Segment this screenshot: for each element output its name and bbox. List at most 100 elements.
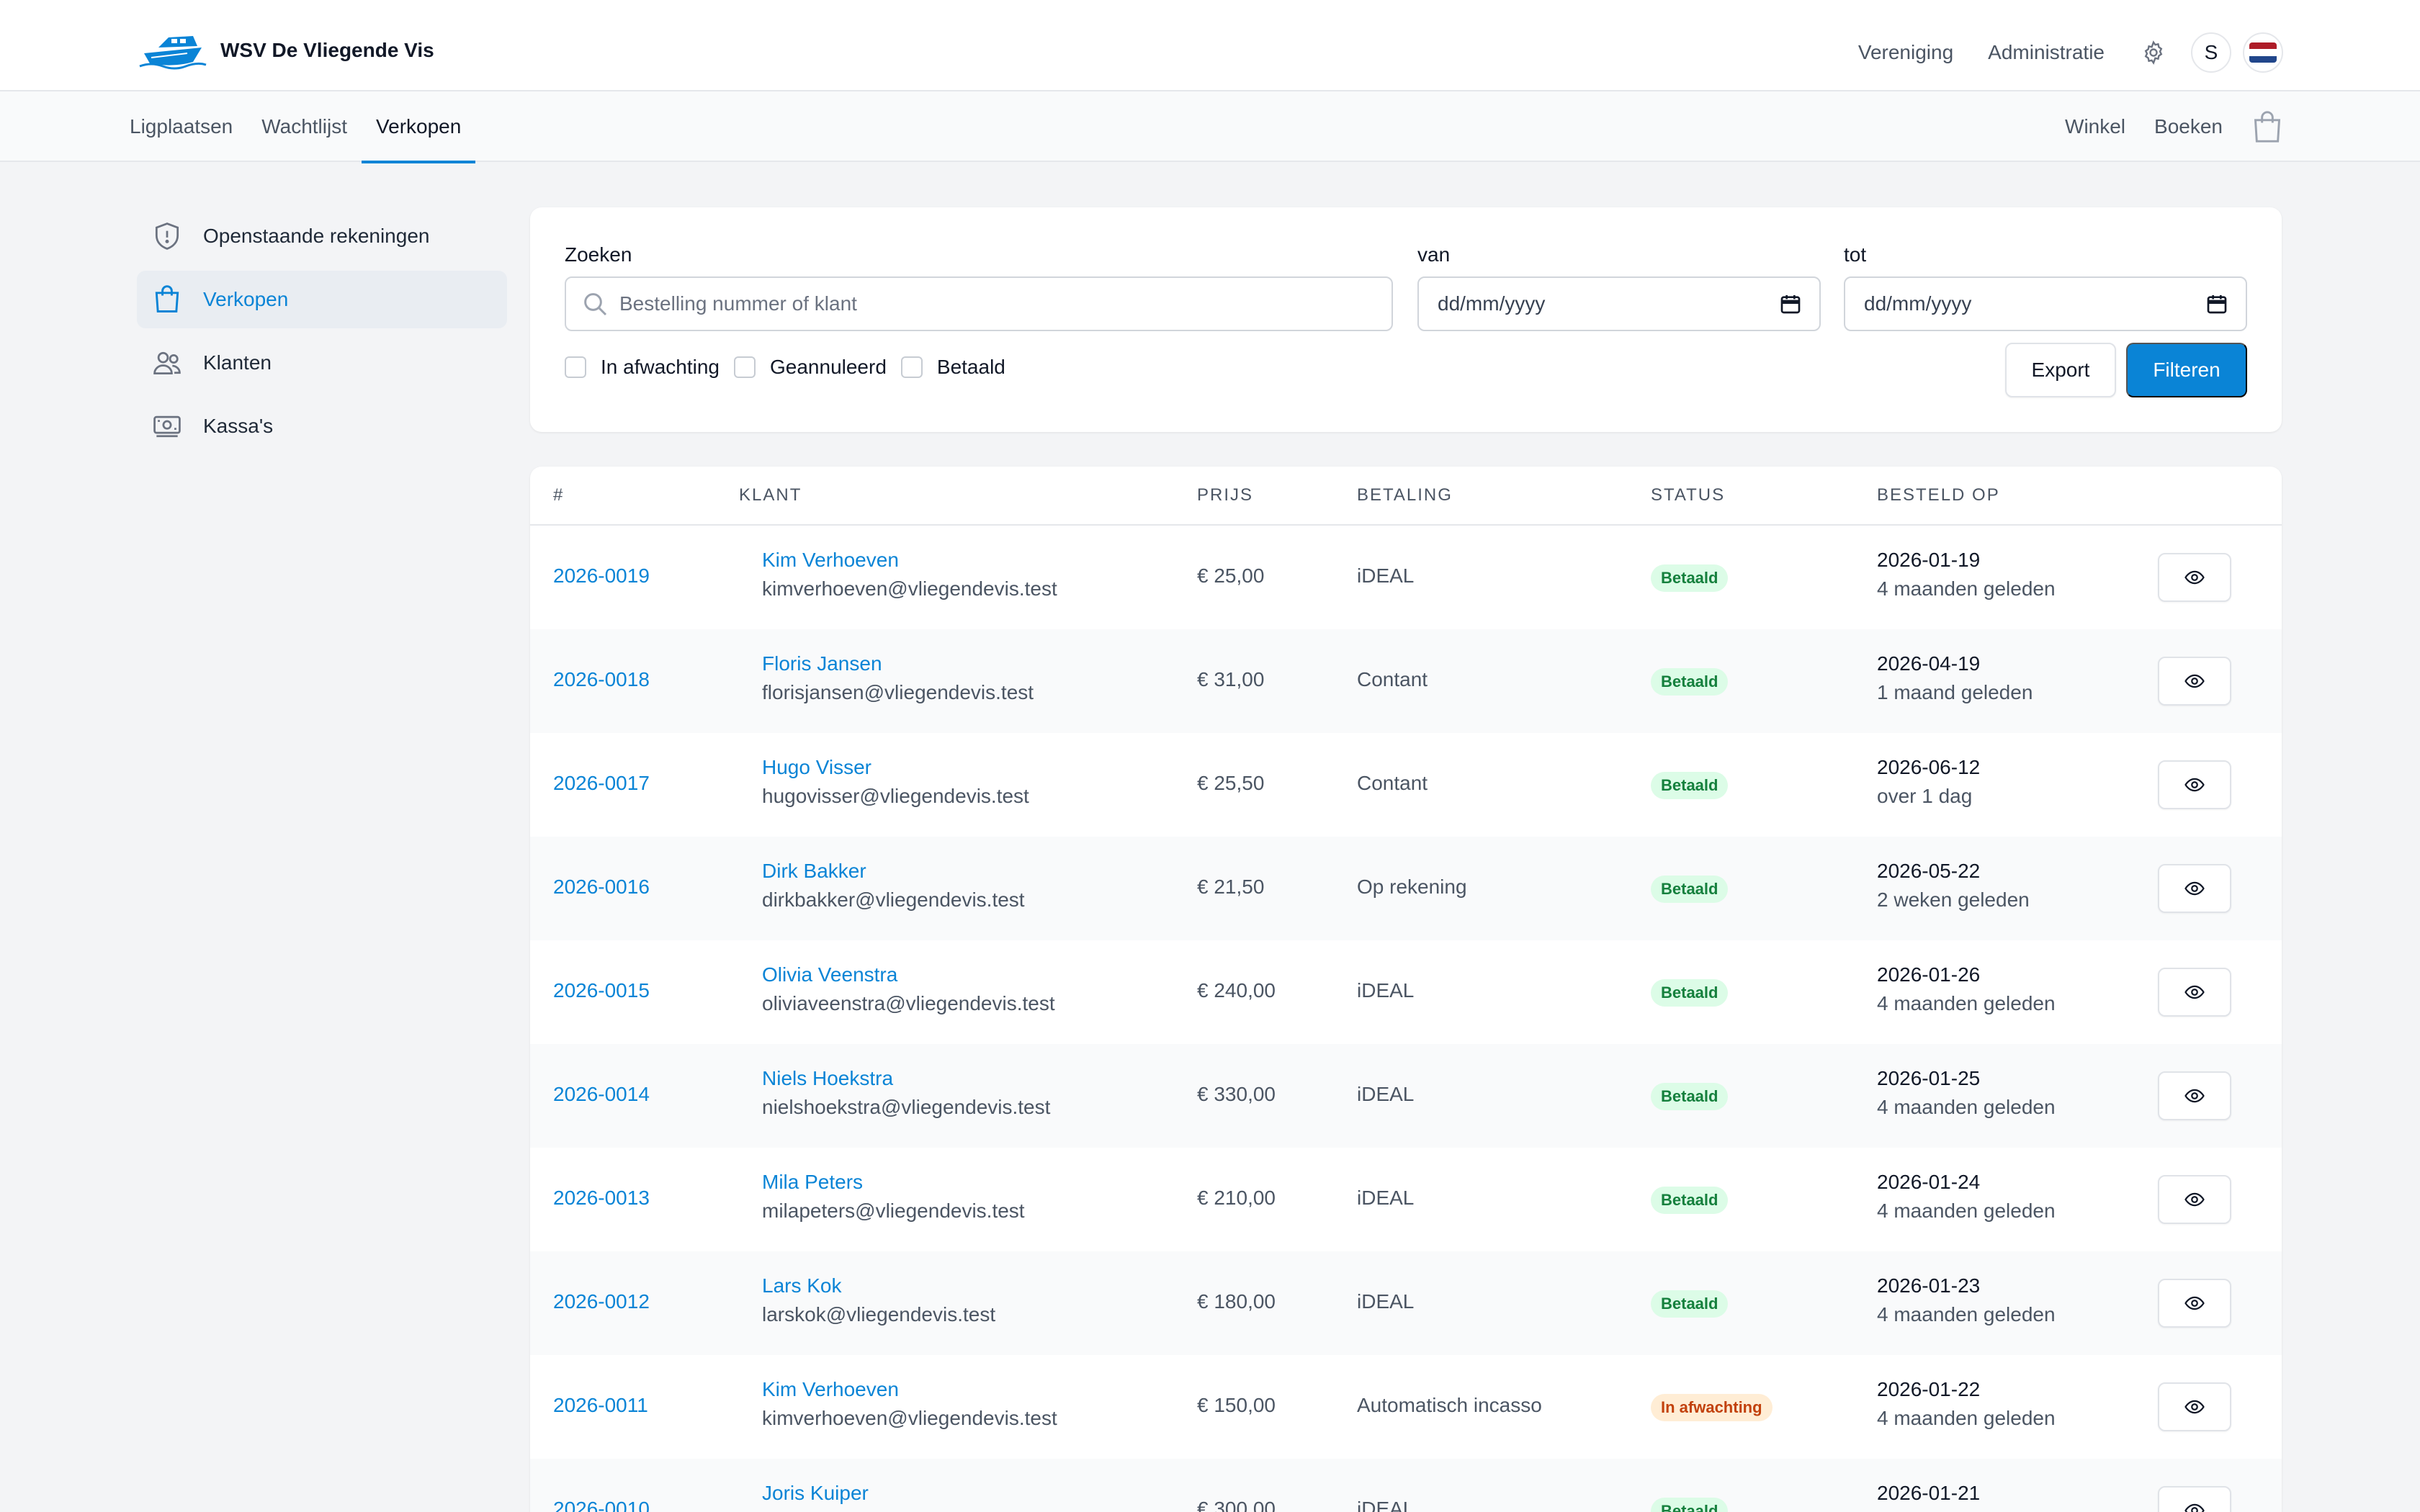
- view-button[interactable]: [2158, 864, 2231, 913]
- sidebar-item-kassas[interactable]: Kassa's: [137, 397, 507, 455]
- view-button[interactable]: [2158, 1279, 2231, 1328]
- language-flag-icon[interactable]: [2243, 32, 2283, 73]
- search-input[interactable]: Bestelling nummer of klant: [565, 276, 1393, 331]
- customer-email: florisjansen@vliegendevis.test: [762, 681, 1034, 703]
- order-id-link[interactable]: 2026-0014: [553, 1083, 650, 1105]
- payment-method: iDEAL: [1357, 1187, 1415, 1209]
- sidebar-item-openstaande-rekeningen[interactable]: Openstaande rekeningen: [137, 207, 507, 265]
- from-date-placeholder: dd/mm/yyyy: [1438, 292, 1546, 315]
- order-date: 2026-05-22: [1877, 860, 1981, 882]
- avatar[interactable]: S: [2191, 32, 2231, 73]
- order-id-link[interactable]: 2026-0019: [553, 564, 650, 587]
- tab-ligplaatsen[interactable]: Ligplaatsen: [130, 115, 233, 138]
- filter-button[interactable]: Filteren: [2126, 343, 2247, 397]
- col-id: #: [553, 485, 565, 505]
- search-icon: [584, 293, 607, 316]
- nav-administratie[interactable]: Administratie: [1988, 41, 2105, 63]
- customer-email: oliviaveenstra@vliegendevis.test: [762, 992, 1055, 1014]
- status-cell: Betaald: [1651, 876, 1729, 903]
- order-id-link[interactable]: 2026-0015: [553, 979, 650, 1002]
- order-id-link[interactable]: 2026-0017: [553, 772, 650, 794]
- status-cell: Betaald: [1651, 1083, 1729, 1110]
- price: € 240,00: [1197, 979, 1276, 1002]
- order-id-link[interactable]: 2026-0013: [553, 1187, 650, 1209]
- calendar-icon[interactable]: [1779, 292, 1802, 315]
- order-date-relative: 4 maanden geleden: [1877, 992, 2056, 1014]
- view-button[interactable]: [2158, 1071, 2231, 1120]
- checkbox-in-afwachting[interactable]: In afwachting: [565, 356, 720, 379]
- customer-email: nielshoekstra@vliegendevis.test: [762, 1096, 1051, 1118]
- order-date: 2026-04-19: [1877, 652, 1981, 675]
- order-id-link[interactable]: 2026-0011: [553, 1394, 648, 1416]
- col-besteld-op: BESTELD OP: [1877, 485, 2000, 505]
- shield-alert-icon: [150, 219, 184, 253]
- status-badge: Betaald: [1651, 1187, 1729, 1214]
- top-bar: WSV De Vliegende Vis Vereniging Administ…: [0, 0, 2420, 91]
- customer-email: milapeters@vliegendevis.test: [762, 1200, 1025, 1222]
- order-id-link[interactable]: 2026-0012: [553, 1290, 650, 1313]
- payment-method: iDEAL: [1357, 1083, 1415, 1105]
- customer-name-link[interactable]: Lars Kok: [762, 1274, 842, 1297]
- link-winkel[interactable]: Winkel: [2065, 115, 2126, 138]
- customer-name-link[interactable]: Olivia Veenstra: [762, 963, 898, 986]
- brand[interactable]: WSV De Vliegende Vis: [137, 29, 434, 72]
- checkbox-box[interactable]: [900, 356, 923, 378]
- customer-email: dirkbakker@vliegendevis.test: [762, 888, 1025, 911]
- sidebar-item-klanten[interactable]: Klanten: [137, 334, 507, 392]
- customer-name-link[interactable]: Joris Kuiper: [762, 1482, 869, 1504]
- status-badge: In afwachting: [1651, 1394, 1773, 1421]
- checkbox-box[interactable]: [565, 356, 586, 378]
- link-boeken[interactable]: Boeken: [2154, 115, 2223, 138]
- customer-name-link[interactable]: Kim Verhoeven: [762, 549, 899, 571]
- order-id-link[interactable]: 2026-0010: [553, 1498, 650, 1512]
- checkbox-box[interactable]: [734, 356, 756, 378]
- sidebar-item-label: Klanten: [203, 351, 272, 374]
- sidebar-item-verkopen[interactable]: Verkopen: [137, 271, 507, 328]
- from-date-input[interactable]: dd/mm/yyyy: [1417, 276, 1821, 331]
- eye-icon: [2184, 1085, 2205, 1107]
- view-button[interactable]: [2158, 1382, 2231, 1431]
- sidebar-item-label: Verkopen: [203, 288, 289, 310]
- tab-verkopen[interactable]: Verkopen: [362, 91, 476, 163]
- shopping-bag-icon[interactable]: [2251, 109, 2283, 144]
- view-button[interactable]: [2158, 657, 2231, 706]
- gear-icon[interactable]: [2139, 38, 2168, 67]
- table-row: 2026-0015 Olivia Veenstra oliviaveenstra@v…: [530, 940, 2282, 1044]
- eye-icon: [2184, 981, 2205, 1003]
- customer-name-link[interactable]: Kim Verhoeven: [762, 1378, 899, 1400]
- nav-vereniging[interactable]: Vereniging: [1857, 41, 1954, 63]
- view-button[interactable]: [2158, 968, 2231, 1017]
- eye-icon: [2184, 1189, 2205, 1210]
- order-id-link[interactable]: 2026-0016: [553, 876, 650, 898]
- view-button[interactable]: [2158, 1486, 2231, 1512]
- order-id-link[interactable]: 2026-0018: [553, 668, 650, 690]
- customer-name-link[interactable]: Mila Peters: [762, 1171, 864, 1193]
- status-cell: Betaald: [1651, 979, 1729, 1007]
- eye-icon: [2184, 1396, 2205, 1418]
- status-cell: Betaald: [1651, 1187, 1729, 1214]
- order-date: 2026-01-25: [1877, 1067, 1981, 1089]
- to-date-input[interactable]: dd/mm/yyyy: [1844, 276, 2247, 331]
- search-placeholder: Bestelling nummer of klant: [619, 292, 857, 315]
- checkbox-betaald[interactable]: Betaald: [900, 356, 1005, 379]
- checkbox-geannuleerd[interactable]: Geannuleerd: [734, 356, 887, 379]
- order-date-relative: 2 weken geleden: [1877, 888, 2030, 911]
- eye-icon: [2184, 1292, 2205, 1314]
- order-date: 2026-06-12: [1877, 756, 1981, 778]
- order-date: 2026-01-22: [1877, 1378, 1981, 1400]
- view-button[interactable]: [2158, 553, 2231, 602]
- boat-logo-icon: [139, 36, 207, 70]
- status-badge: Betaald: [1651, 668, 1729, 696]
- customer-name-link[interactable]: Hugo Visser: [762, 756, 872, 778]
- view-button[interactable]: [2158, 1175, 2231, 1224]
- customer-name-link[interactable]: Niels Hoekstra: [762, 1067, 894, 1089]
- calendar-icon[interactable]: [2205, 292, 2228, 315]
- customer-name-link[interactable]: Dirk Bakker: [762, 860, 866, 882]
- tab-wachtlijst[interactable]: Wachtlijst: [261, 115, 347, 138]
- order-date: 2026-01-21: [1877, 1482, 1981, 1504]
- export-button[interactable]: Export: [2005, 343, 2116, 397]
- view-button[interactable]: [2158, 760, 2231, 809]
- shopping-bag-icon: [150, 282, 184, 317]
- table-header: # KLANT PRIJS BETALING STATUS BESTELD OP: [530, 467, 2282, 526]
- customer-name-link[interactable]: Floris Jansen: [762, 652, 882, 675]
